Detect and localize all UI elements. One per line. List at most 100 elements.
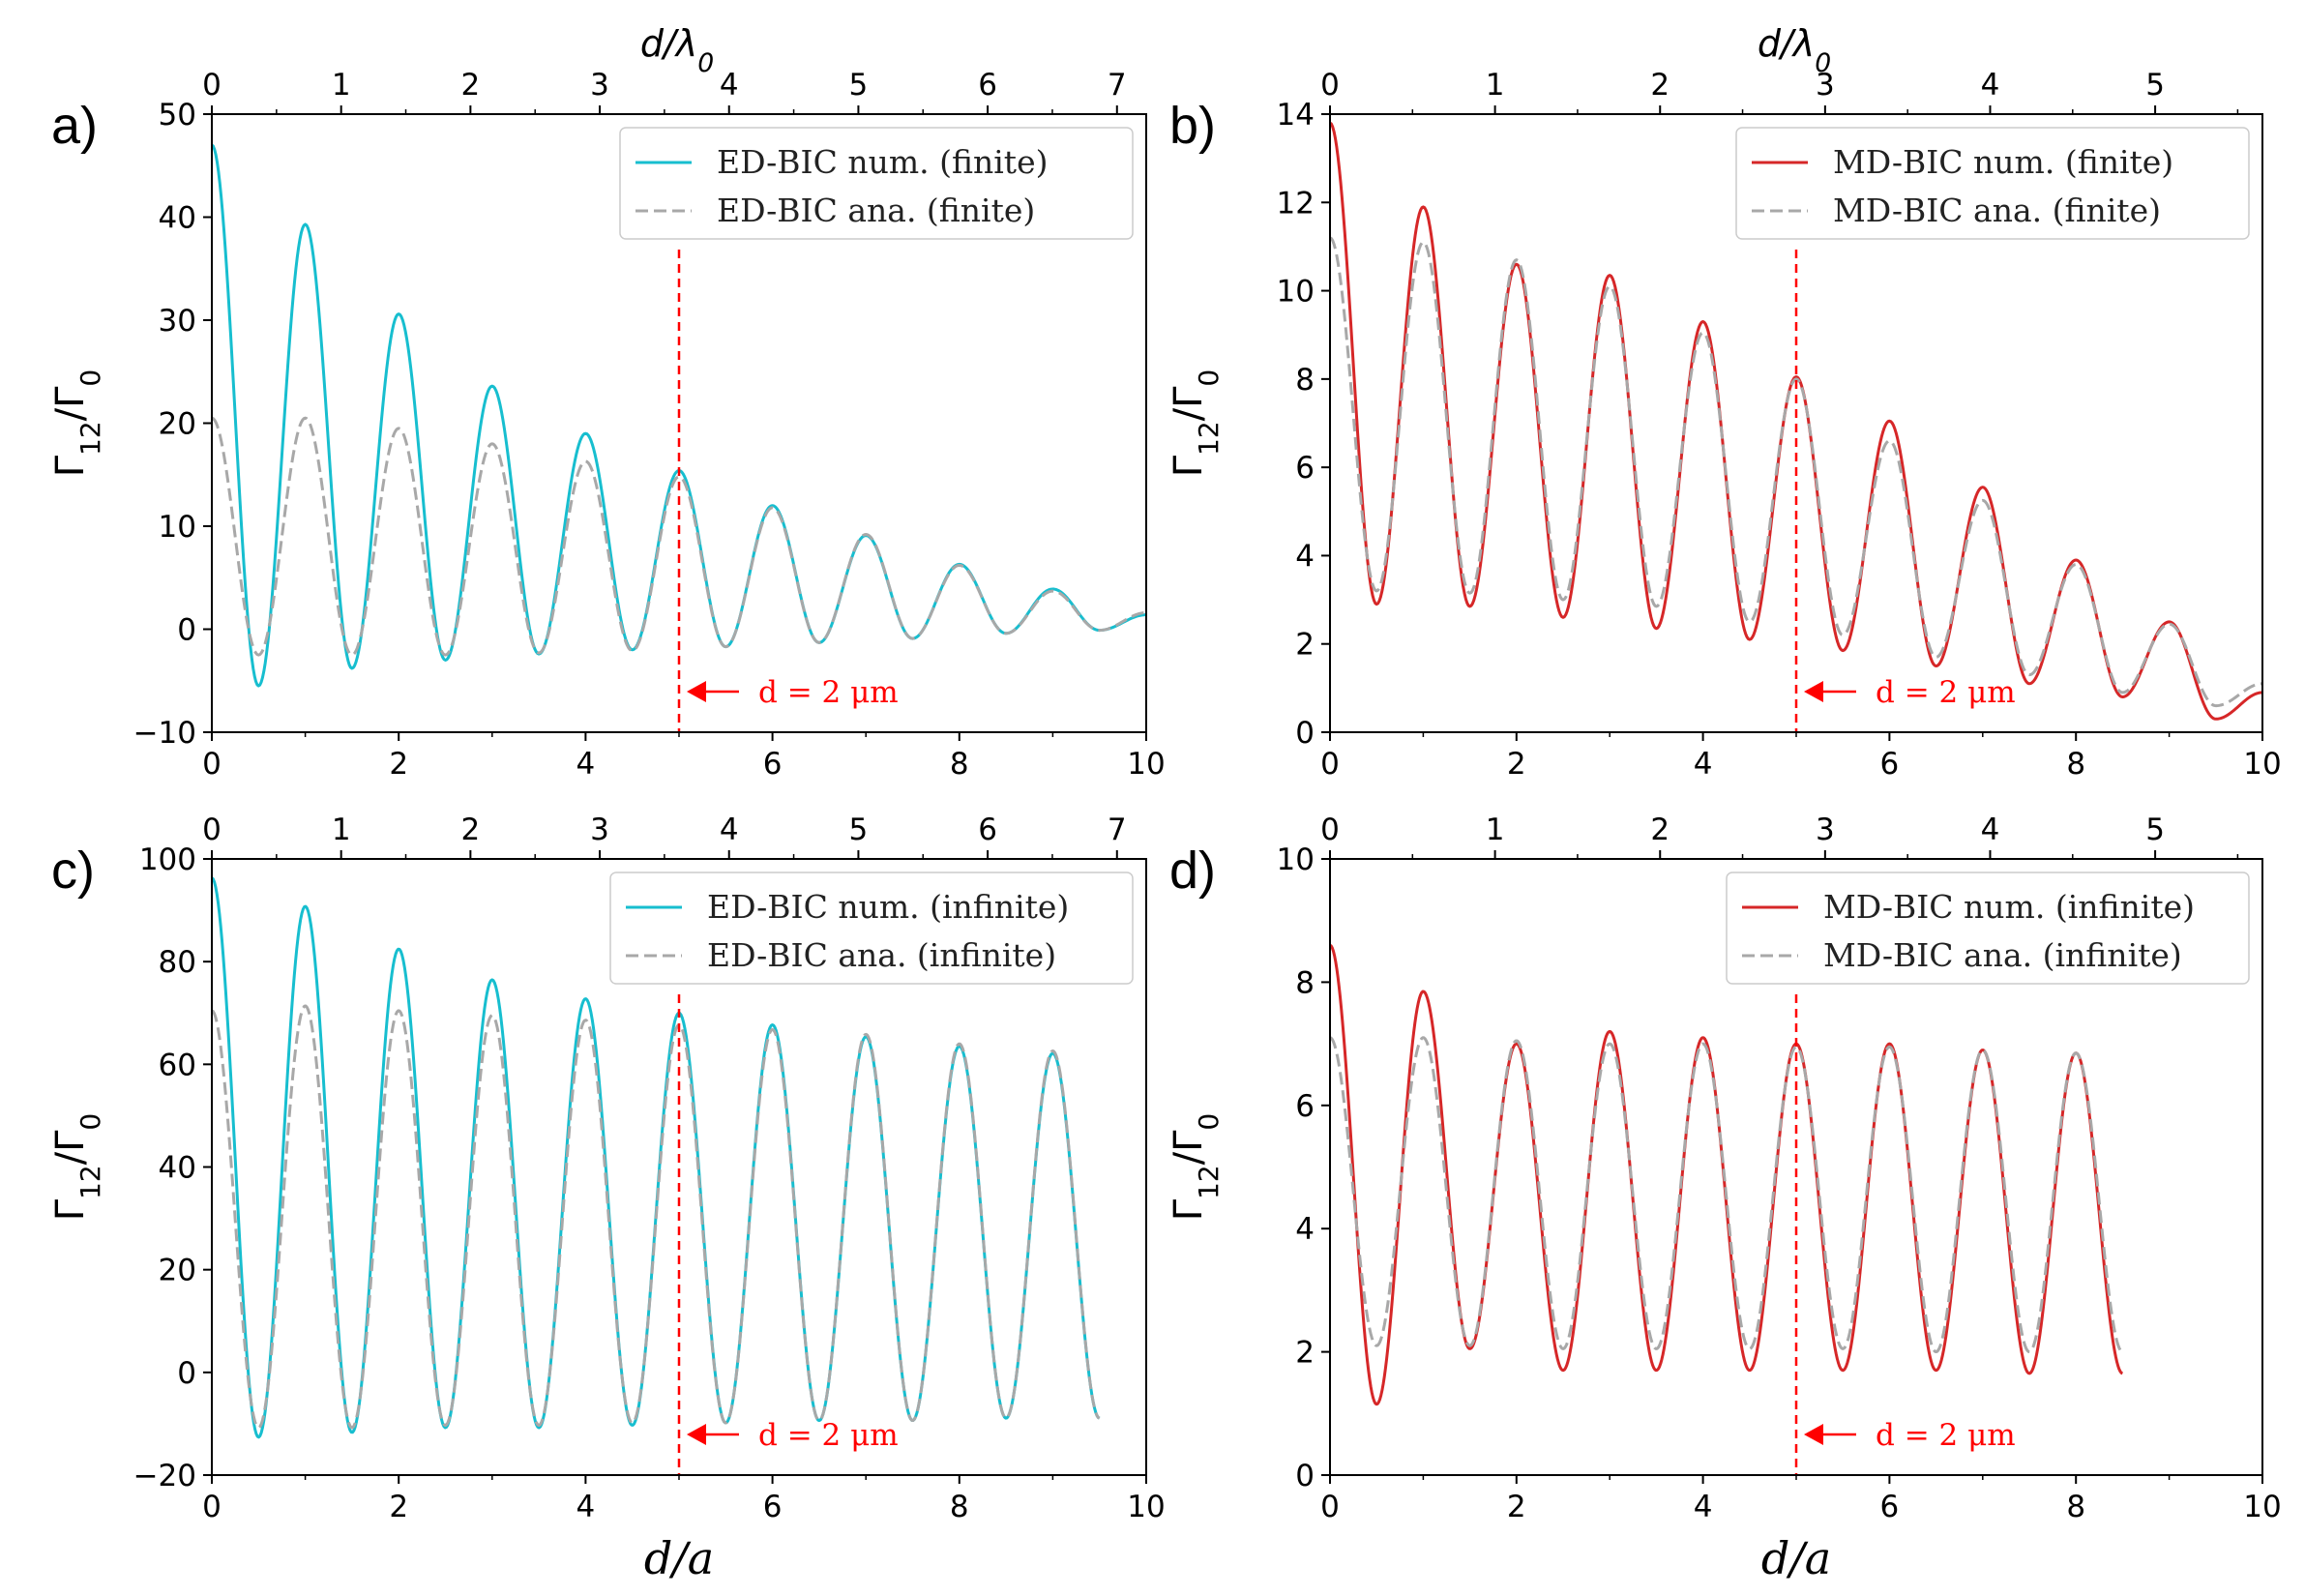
top-tick-label: 4 [1981,813,2000,847]
top-tick-label: 3 [1816,68,1835,103]
x-tick-label: 2 [389,747,408,782]
y-axis-label-part: 0 [74,369,106,387]
y-axis-label-part: /Γ [48,386,93,421]
y-axis-label: Γ12/Γ0 [48,1113,106,1222]
top-tick-label: 1 [332,68,351,103]
y-axis-label: Γ12/Γ0 [1167,1113,1225,1222]
panel-letter: a) [51,97,98,155]
panel-letter: d) [1169,842,1216,900]
legend-box [619,127,1134,240]
top-tick-label: 1 [1486,813,1505,847]
top-tick-label: 0 [1320,68,1340,103]
x-tick-label: 10 [1127,747,1165,782]
x-tick-label: 0 [202,1490,222,1524]
y-tick-label: −20 [133,1459,196,1493]
y-axis-label-part: 0 [1193,369,1225,387]
axes-frame [1329,858,2263,1476]
annotation-arrow-head [1804,681,1823,702]
legend-entry: MD-BIC ana. (infinite) [1823,936,2182,974]
top-tick-label: 5 [2145,813,2165,847]
top-tick-label: 5 [849,813,869,847]
top-tick-label: 4 [720,813,739,847]
x-tick-label: 8 [950,747,969,782]
y-tick-label: 2 [1295,1336,1315,1371]
x-tick-label: 2 [1507,1490,1526,1524]
top-tick-label: 0 [1320,813,1340,847]
top-tick-label: 4 [1981,68,2000,103]
y-tick-label: 60 [159,1048,196,1082]
series-line-analytic [1330,236,2262,708]
annotation-arrow-head [687,1424,706,1445]
series-line-analytic [212,1004,1101,1430]
x-tick-label: 10 [1127,1490,1165,1524]
x-tick-label: 2 [1507,747,1526,782]
top-tick-label: 0 [202,68,222,103]
y-tick-label: 6 [1295,1089,1315,1124]
annotation-label: d = 2 μm [1876,1418,2016,1453]
x-tick-label: 8 [2066,747,2085,782]
y-axis-label-part: /Γ [1167,386,1211,421]
y-tick-label: 20 [159,407,196,442]
y-tick-label: 10 [1277,275,1315,310]
panel-a: a)0 2 4 6 8 100 1 2 3 4 5 6 7−1001020304050Γ12/Γ0d/λ… [48,22,1166,782]
x-tick-label: 4 [1694,747,1713,782]
y-tick-label: 10 [159,510,196,545]
x-tick-label: 8 [2066,1490,2085,1524]
y-tick-label: 8 [1295,363,1315,398]
top-tick-label: 3 [590,813,609,847]
top-axis-label-part: 0 [697,48,714,78]
y-tick-label: 2 [1295,628,1315,663]
x-tick-label: 6 [763,1490,783,1524]
x-tick-label: 6 [1880,747,1900,782]
y-axis-label-part: 12 [74,421,106,456]
top-tick-label: 2 [1650,68,1670,103]
x-tick-label: 0 [1320,1490,1340,1524]
top-tick-label: 4 [720,68,739,103]
legend-entry: ED-BIC ana. (finite) [717,192,1035,229]
series-group [212,876,1101,1439]
y-axis-label: Γ12/Γ0 [48,369,106,478]
top-tick-label: 5 [849,68,869,103]
legend-entry: ED-BIC num. (infinite) [707,888,1069,926]
y-tick-label: 30 [159,304,196,339]
top-axis-label: d/λ0 [1758,22,1831,78]
series-line-numeric [1330,943,2123,1406]
annotation-label: d = 2 μm [758,675,899,710]
y-tick-label: 40 [159,201,196,236]
legend-entry: ED-BIC num. (finite) [717,143,1048,181]
legend-entry: MD-BIC num. (finite) [1833,143,2173,181]
y-tick-label: 0 [1295,716,1315,751]
top-tick-label: 3 [590,68,609,103]
top-tick-label: 2 [461,813,481,847]
top-tick-label: 1 [1486,68,1505,103]
top-tick-label: 6 [978,813,997,847]
top-tick-label: 2 [461,68,481,103]
y-tick-label: 4 [1295,539,1315,574]
top-tick-label: 6 [978,68,997,103]
y-tick-label: 6 [1295,451,1315,486]
y-axis-label-part: /Γ [1167,1130,1211,1165]
x-tick-label: 6 [1880,1490,1900,1524]
y-axis-label: Γ12/Γ0 [1167,369,1225,478]
top-tick-label: 2 [1650,813,1670,847]
x-tick-label: 8 [950,1490,969,1524]
x-tick-label: 0 [1320,747,1340,782]
axes-frame [1329,113,2263,733]
top-tick-label: 3 [1816,813,1835,847]
y-axis-label-part: /Γ [48,1130,93,1165]
y-axis-label-part: 0 [74,1113,106,1131]
y-axis-label-part: 12 [1193,421,1225,456]
top-axis-label-part: 0 [1815,48,1831,78]
series-group [1330,943,2123,1406]
y-axis-label-part: Γ [1167,1198,1211,1221]
y-tick-label: 100 [139,842,196,877]
y-axis-label-part: Γ [1167,455,1211,477]
y-tick-label: 12 [1277,186,1315,221]
x-tick-label: 10 [2243,747,2281,782]
y-tick-label: 50 [159,98,196,133]
axes-frame [211,113,1147,733]
top-axis-label-part: d/λ [1758,22,1815,65]
y-axis-label-part: 0 [1193,1113,1225,1131]
